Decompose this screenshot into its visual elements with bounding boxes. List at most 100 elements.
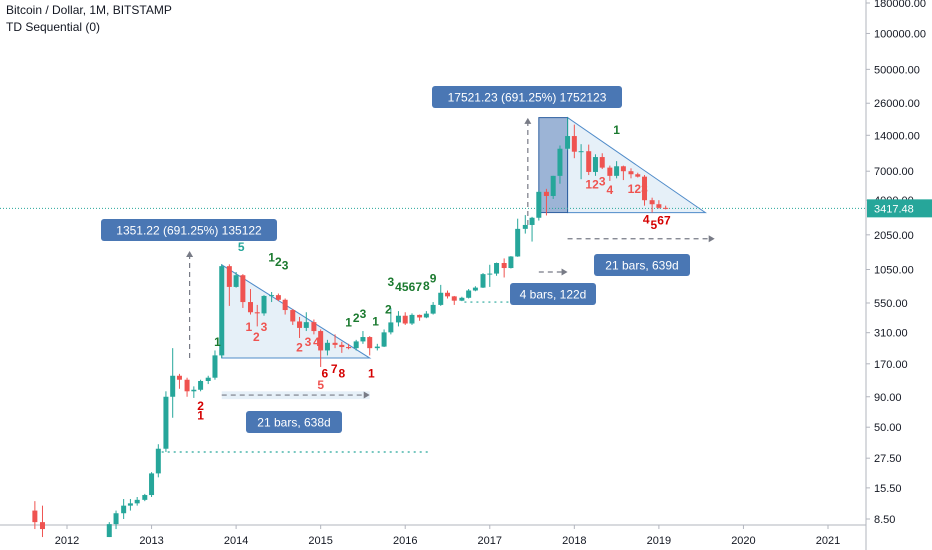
td-count-label: 3 (360, 307, 367, 321)
measure-bottom-label-box (101, 219, 277, 241)
chart-title: Bitcoin / Dollar, 1M, BITSTAMP (6, 3, 172, 17)
td-count-label: 8 (423, 279, 430, 293)
candle-body (121, 505, 127, 514)
candle-body (642, 176, 648, 201)
x-tick-label: 2020 (731, 535, 755, 547)
candle-body (324, 342, 330, 351)
x-tick-label: 2021 (816, 535, 840, 547)
candle-body (649, 200, 655, 205)
bars-right-label: 21 bars, 639d (605, 259, 678, 273)
y-tick-label: 100000.00 (874, 28, 926, 40)
td-count-label: 4 (313, 335, 320, 349)
y-tick-label: 2050.00 (874, 230, 914, 242)
td-count-label: 3 (282, 258, 289, 272)
td-count-label: 1 (585, 178, 592, 192)
candle-body (240, 275, 246, 303)
last-price-label: 3417.48 (874, 203, 914, 215)
td-count-label: 8 (338, 367, 345, 381)
candle-body (311, 322, 317, 332)
td-count-label: 1 (245, 320, 252, 334)
candle-body (529, 217, 535, 225)
y-tick-label: 90.00 (874, 392, 902, 404)
candle-body (127, 503, 133, 506)
range-arrow-mid-head (561, 268, 568, 276)
td-count-label: 2 (253, 330, 260, 344)
candle-body (614, 166, 620, 176)
candle-body (508, 256, 514, 269)
td-count-label: 3 (599, 175, 606, 189)
td-count-label: 7 (415, 280, 422, 294)
td-count-label: 6 (657, 214, 664, 228)
candle-body (599, 157, 605, 168)
td-count-label: 2 (385, 302, 392, 316)
candle-body (501, 263, 507, 269)
y-tick-label: 8.50 (874, 514, 895, 526)
candle-body (656, 204, 662, 208)
candle-body (586, 151, 592, 172)
candle-body (149, 473, 155, 496)
td-count-label: 1 (214, 335, 221, 349)
candle-body (318, 331, 324, 351)
y-tick-label: 50.00 (874, 422, 902, 434)
x-tick-label: 2014 (224, 535, 248, 547)
td-count-label: 1 (268, 250, 275, 264)
measure-line-right-head (524, 117, 532, 124)
bars-left-label-box (246, 411, 342, 433)
y-tick-label: 170.00 (874, 359, 908, 371)
td-count-label: 4 (643, 213, 650, 227)
candle-body (571, 136, 577, 152)
candle-body (360, 337, 366, 342)
y-tick-label: 180000.00 (874, 0, 926, 10)
candle-body (466, 290, 472, 298)
td-count-label: 2 (197, 399, 204, 413)
candle-body (233, 275, 239, 287)
bars-right-label-box (594, 254, 690, 276)
td-count-label: 2 (275, 255, 282, 269)
candle-body (663, 207, 669, 209)
candle-body (565, 136, 571, 149)
candle-body (113, 513, 119, 525)
y-tick-label: 1050.00 (874, 264, 914, 276)
td-count-label: 4 (395, 280, 402, 294)
candle-body (176, 375, 182, 380)
candle-body (388, 322, 394, 333)
td-count-label: 5 (317, 378, 324, 392)
measure-bottom-label: 1351.22 (691.25%) 135122 (116, 224, 262, 238)
candle-body (635, 174, 641, 177)
y-tick-label: 14000.00 (874, 130, 920, 142)
candle-body (254, 312, 260, 314)
td-count-label: 2 (592, 178, 599, 192)
candle-body (445, 292, 450, 297)
candle-body (515, 228, 521, 257)
last-price-tag (867, 199, 932, 218)
candle-body (451, 296, 457, 301)
td-count-label: 3 (305, 335, 312, 349)
td-count-label: 3 (641, 182, 648, 196)
candle-body (134, 499, 140, 504)
candle-body (290, 310, 296, 322)
y-tick-label: 7000.00 (874, 166, 914, 178)
y-tick-label: 26000.00 (874, 98, 920, 110)
td-count-label: 6 (409, 280, 416, 294)
y-tick-label: 15.50 (874, 483, 902, 495)
candle-body (32, 510, 38, 523)
td-count-label: 6 (322, 367, 329, 381)
candle-body (212, 355, 218, 378)
candle-body (106, 524, 112, 538)
range-arrow-right-head (708, 235, 715, 243)
candle-body (367, 337, 373, 349)
candle-body (303, 322, 309, 328)
candle-body (205, 377, 211, 381)
td-count-label: 2 (296, 341, 303, 355)
td-count-label: 4 (607, 183, 614, 197)
candle-body (353, 341, 359, 349)
candle-body (459, 297, 465, 301)
candle-body (332, 342, 338, 345)
candle-body (275, 295, 281, 300)
candle-body (423, 313, 429, 318)
y-tick-label: 50000.00 (874, 64, 920, 76)
y-tick-label: 550.00 (874, 298, 908, 310)
indicator-label: TD Sequential (0) (6, 20, 101, 34)
